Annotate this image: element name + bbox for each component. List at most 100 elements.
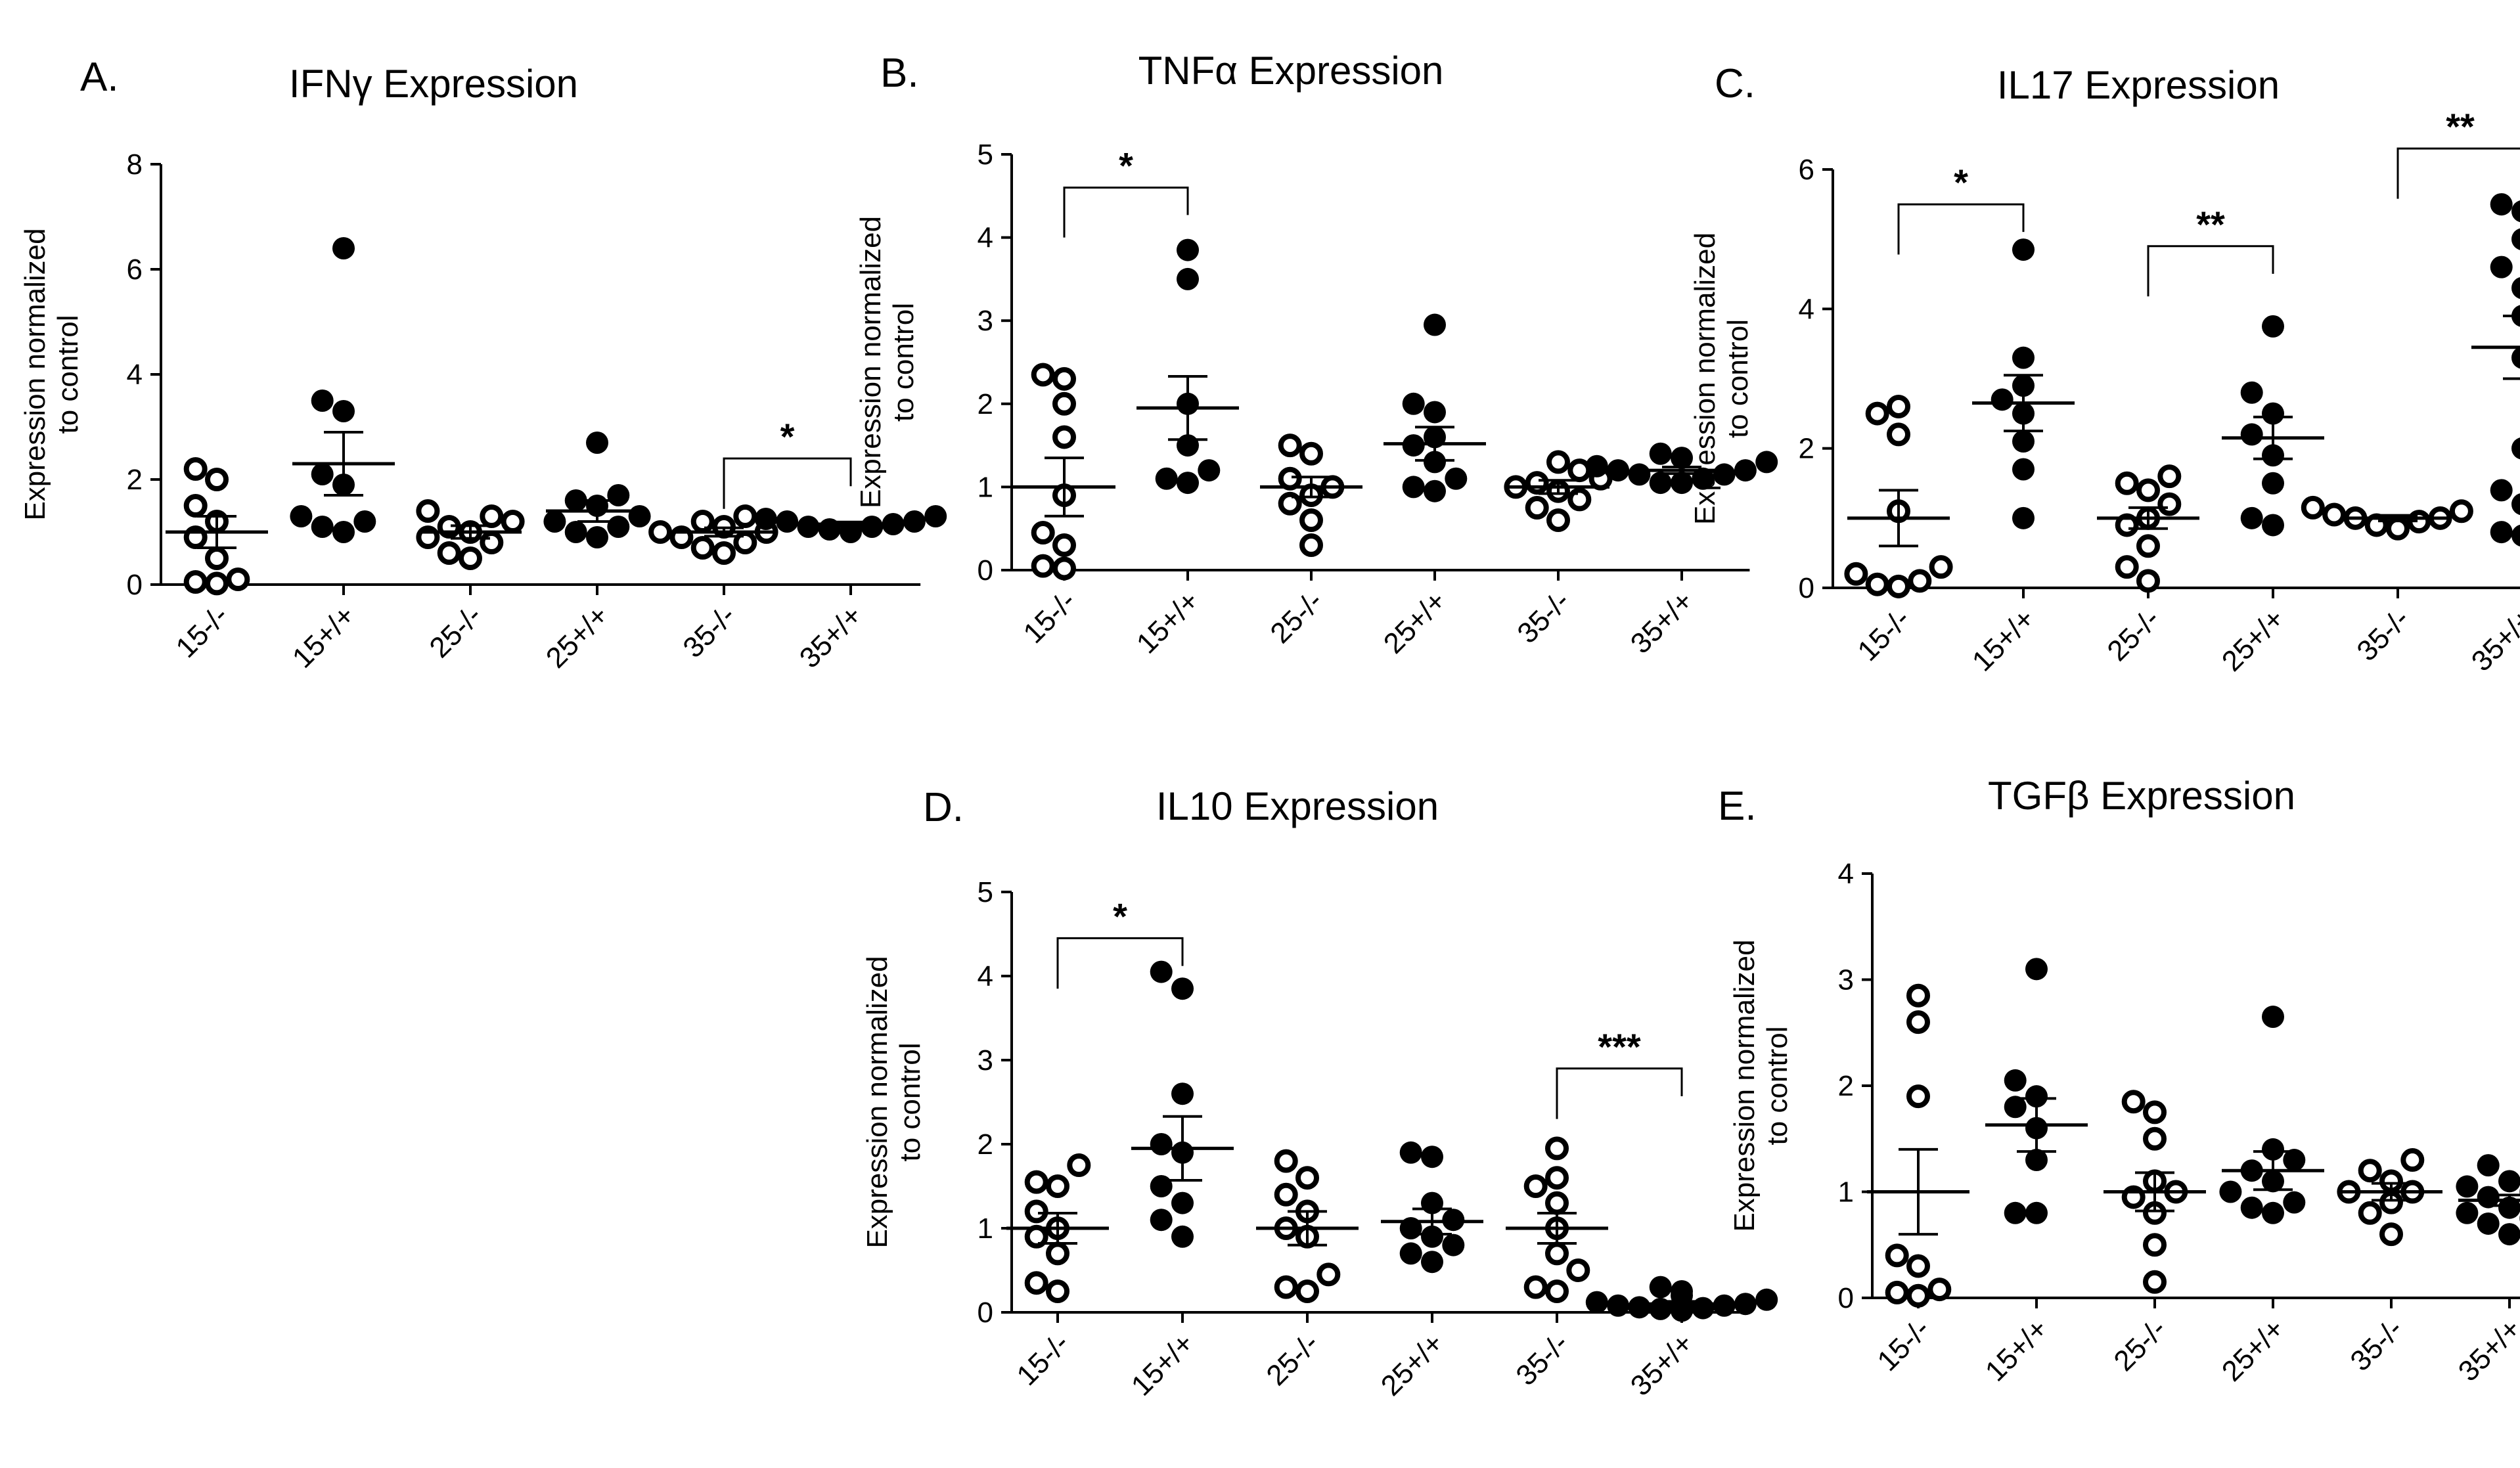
data-point [1545,1136,1569,1161]
data-point [1906,1084,1930,1109]
data-point [183,494,208,518]
data-point [2498,1170,2520,1193]
data-point [2456,1201,2479,1224]
data-point [1399,1141,1422,1164]
data-point [480,531,504,554]
x-tick-label: 25-/- [2101,602,2166,667]
group-a-3 [416,499,525,570]
x-tick-label: 35-/- [1510,1327,1575,1392]
group-a-2 [290,237,395,543]
y-axis-label-b: Expression normalized [855,216,887,508]
data-point [2511,277,2520,300]
group-a-5 [648,504,778,565]
group-c-1 [1844,394,1953,598]
data-point [690,536,715,560]
y-axis-label-a: Expression normalized [19,228,51,520]
data-point [1545,1166,1569,1190]
data-point [1052,367,1076,391]
data-point [2240,423,2263,446]
data-point [1067,1153,1091,1177]
x-tick-label: 35+/+ [1625,585,1699,659]
data-point [797,516,820,538]
bracket-line [2147,245,2274,297]
data-point [648,520,673,544]
group-d-4 [1381,1141,1483,1274]
data-point [1424,479,1446,502]
x-tick-label: 35-/- [677,599,742,664]
data-point [1046,1241,1069,1266]
data-point [1171,977,1194,1000]
x-tick-label: 35-/- [2351,602,2416,667]
y-tick-label: 6 [1799,154,1814,186]
data-point [1424,451,1446,474]
data-point [1545,1191,1569,1215]
group-a-6 [754,505,947,543]
panel-letter-b: B. [880,51,919,96]
group-b-6 [1585,442,1778,495]
significance-bracket: * [723,416,852,509]
group-b-5 [1504,450,1613,533]
y-tick-label: 4 [978,222,993,254]
significance-bracket: * [1063,145,1189,238]
data-point [1150,960,1173,983]
group-d-6 [1585,1276,1778,1322]
data-point [480,504,504,528]
data-point [2143,1126,2167,1151]
data-point [1177,238,1199,261]
data-point [2301,495,2325,520]
data-point [2143,1233,2167,1257]
data-point [2477,1154,2500,1177]
data-point [2490,521,2513,544]
y-axis-label-line2-b: to control [888,303,920,422]
data-point [332,400,355,422]
data-point [2283,1191,2306,1214]
x-tick-label: 15-/- [1871,1312,1936,1377]
data-point [1274,1149,1298,1173]
data-point [459,546,482,570]
x-tick-label: 25+/+ [540,599,615,674]
x-tick-label: 15+/+ [1125,1327,1200,1402]
data-point [1421,1145,1443,1168]
y-tick-label: 0 [978,1297,993,1329]
x-tick-label: 35-/- [1511,585,1576,650]
data-point [1177,472,1199,495]
data-point [1442,1234,1465,1257]
group-d-5 [1506,1136,1608,1303]
data-point [290,505,313,527]
data-point [1299,508,1323,533]
panel-letter-e: E. [1718,784,1757,829]
data-point [2283,1149,2306,1172]
data-point [1299,441,1323,466]
data-point [924,505,947,527]
y-tick-label: 4 [1799,293,1814,325]
data-point [1421,1251,1443,1274]
data-point [1755,1288,1778,1311]
panel-letter-d: D. [923,785,964,830]
data-point [2157,464,2182,489]
y-tick-label: 1 [978,471,993,503]
data-point [1525,496,1549,520]
data-point [2262,1138,2284,1161]
data-point [2262,472,2284,495]
data-point [2121,1090,2146,1114]
data-point [1278,491,1302,516]
x-tick-label: 25-/- [2107,1312,2172,1377]
data-point [353,510,376,533]
data-point [311,463,334,485]
data-point [332,521,355,543]
data-point [628,505,651,527]
data-point [2004,1069,2027,1092]
group-c-2 [1972,238,2075,529]
bracket-line [723,457,852,509]
group-c-4 [2222,315,2324,537]
group-b-4 [1384,313,1486,502]
data-point [2511,493,2520,516]
data-point [2490,193,2513,216]
significance-label: * [1954,162,1968,203]
group-b-2 [1136,238,1239,495]
data-point [1567,458,1592,483]
data-point [2358,1201,2382,1225]
